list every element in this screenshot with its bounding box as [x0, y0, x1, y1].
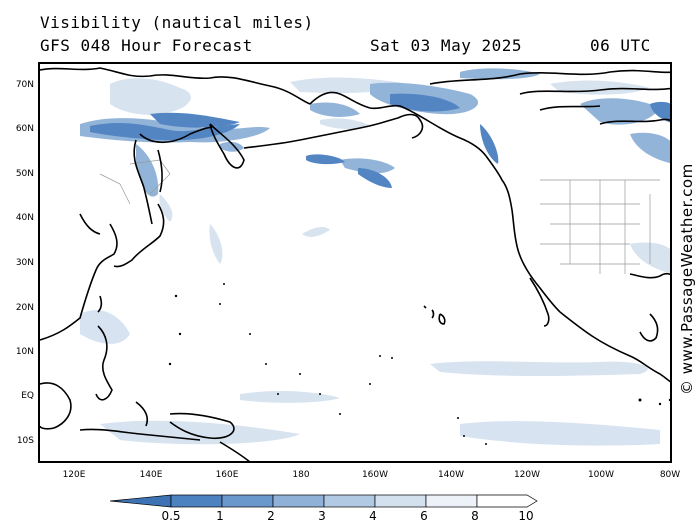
colorbar-segment	[170, 494, 223, 508]
us-state-borders	[99, 159, 660, 274]
forecast-label: GFS 048 Hour Forecast	[40, 36, 253, 55]
map-title: Visibility (nautical miles)	[40, 13, 314, 32]
legend-tick-1: 1	[216, 509, 224, 523]
map-canvas	[40, 67, 670, 461]
lat-label-20n: 20N	[15, 303, 34, 313]
lat-label-50n: 50N	[15, 169, 34, 179]
colorbar-segment	[425, 494, 478, 508]
legend-tick-4: 4	[369, 509, 377, 523]
visibility-map	[38, 62, 672, 463]
colorbar-segment	[374, 494, 427, 508]
lat-label-eq: EQ	[21, 391, 34, 401]
colorbar-segment	[323, 494, 376, 508]
lon-label-140e: 140E	[139, 470, 163, 480]
lat-label-30n: 30N	[15, 258, 34, 268]
lon-label-120e: 120E	[62, 470, 86, 480]
forecast-date: Sat 03 May 2025	[370, 36, 522, 55]
visibility-colorbar	[110, 494, 538, 508]
lat-label-10s: 10S	[16, 436, 34, 446]
legend-tick-3: 3	[318, 509, 326, 523]
legend-tick-6: 6	[420, 509, 428, 523]
colorbar-segment	[272, 494, 325, 508]
coastlines	[40, 67, 670, 461]
lon-label-140w: 140W	[437, 470, 465, 480]
legend-tick-2: 2	[267, 509, 275, 523]
lat-label-60n: 60N	[15, 124, 34, 134]
lat-label-10n: 10N	[15, 347, 34, 357]
legend-tick-10: 10	[518, 509, 534, 523]
legend-tick-8: 8	[471, 509, 479, 523]
colorbar-upper-arrow	[476, 494, 538, 508]
forecast-time: 06 UTC	[590, 36, 651, 55]
credit-text: © www.PassageWeather.com	[678, 163, 696, 395]
lon-label-100w: 100W	[587, 470, 615, 480]
lat-label-70n: 70N	[15, 80, 34, 90]
legend-tick-0-5: 0.5	[161, 509, 181, 523]
colorbar-lower-arrow	[110, 494, 172, 508]
lon-label-80w: 80W	[659, 470, 681, 480]
visibility-shading	[80, 68, 670, 446]
lon-label-160e: 160E	[215, 470, 239, 480]
lon-label-180: 180	[292, 470, 310, 480]
lon-label-120w: 120W	[513, 470, 541, 480]
colorbar-segment	[221, 494, 274, 508]
pacific-islands	[168, 283, 670, 445]
lat-label-40n: 40N	[15, 213, 34, 223]
lon-label-160w: 160W	[361, 470, 389, 480]
